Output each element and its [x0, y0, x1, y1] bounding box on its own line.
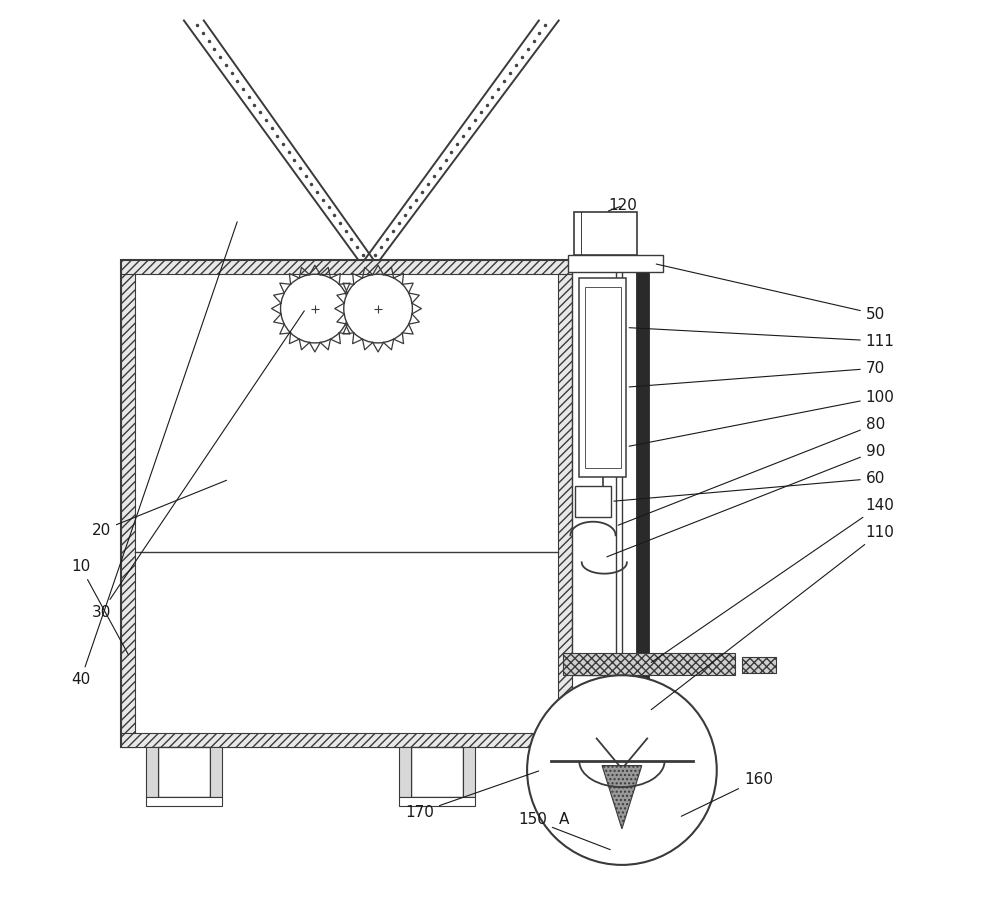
Bar — [563, 653, 735, 675]
Text: 70: 70 — [629, 360, 885, 387]
Bar — [585, 287, 621, 468]
Bar — [568, 255, 663, 271]
Text: 80: 80 — [618, 416, 885, 525]
Text: 110: 110 — [651, 525, 895, 710]
Text: 60: 60 — [614, 470, 885, 502]
Text: 140: 140 — [651, 498, 895, 662]
Bar — [121, 260, 572, 747]
Bar — [121, 260, 572, 274]
Bar — [135, 274, 558, 733]
Bar — [210, 747, 222, 797]
Text: 120: 120 — [608, 198, 637, 213]
Bar — [579, 278, 626, 477]
Text: 10: 10 — [71, 559, 128, 655]
Text: 20: 20 — [92, 481, 226, 538]
Bar — [399, 747, 411, 797]
Circle shape — [527, 675, 717, 865]
Text: 100: 100 — [629, 390, 895, 447]
Bar — [411, 747, 463, 797]
Polygon shape — [602, 766, 642, 829]
Bar — [463, 747, 475, 797]
Bar — [575, 486, 611, 517]
Circle shape — [281, 274, 349, 343]
Text: 30: 30 — [92, 311, 304, 620]
Text: 111: 111 — [629, 327, 895, 348]
Bar — [636, 260, 649, 856]
Bar — [574, 212, 637, 255]
Bar — [572, 260, 622, 675]
Bar — [399, 797, 475, 806]
Text: 160: 160 — [681, 771, 773, 816]
Bar — [121, 260, 135, 747]
Bar — [146, 747, 158, 797]
Text: 150: 150 — [518, 812, 610, 850]
Text: 50: 50 — [656, 264, 885, 322]
Bar — [558, 260, 572, 747]
Bar — [158, 747, 210, 797]
Text: 90: 90 — [607, 444, 885, 557]
Text: 40: 40 — [71, 222, 237, 687]
Bar — [742, 657, 776, 673]
Text: 170: 170 — [405, 771, 539, 820]
Text: A: A — [559, 812, 569, 827]
Bar — [146, 797, 222, 806]
Bar — [121, 733, 572, 747]
Circle shape — [344, 274, 412, 343]
